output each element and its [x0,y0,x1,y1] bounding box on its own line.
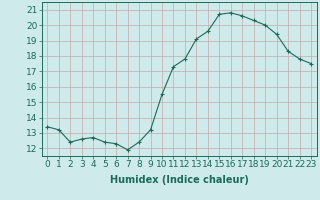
X-axis label: Humidex (Indice chaleur): Humidex (Indice chaleur) [110,175,249,185]
